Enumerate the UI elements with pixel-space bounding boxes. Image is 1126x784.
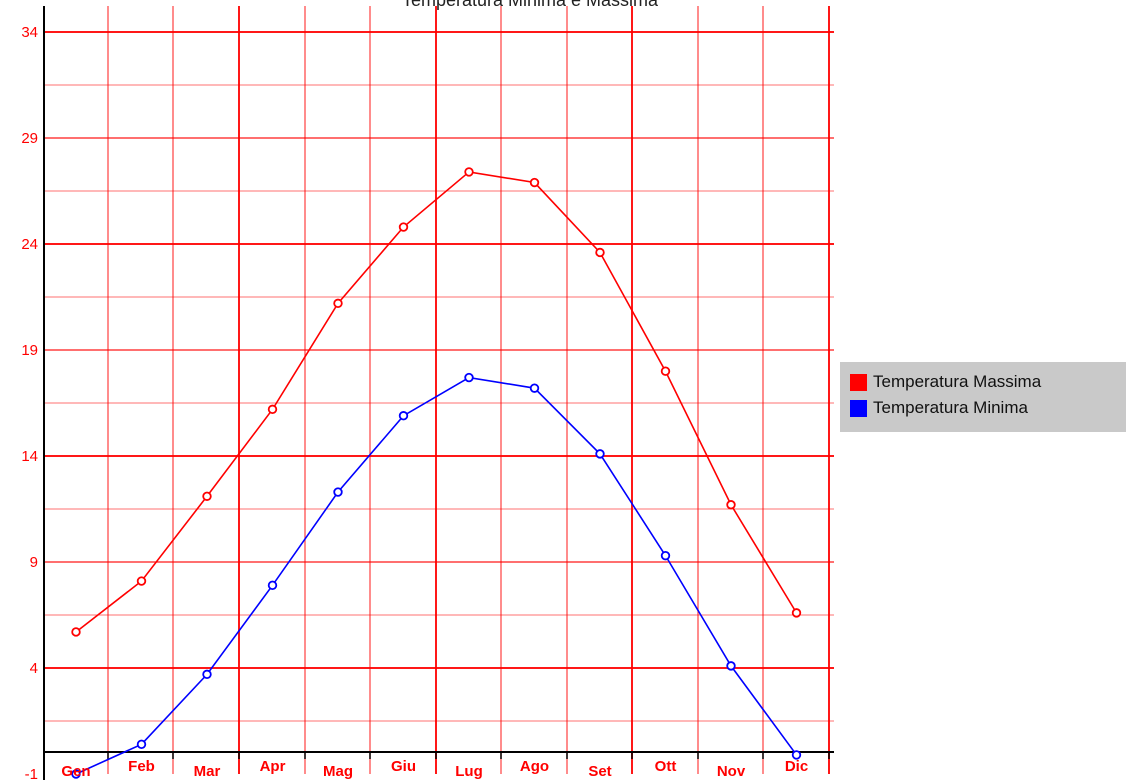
data-point-massima <box>791 608 802 618</box>
legend-label-minima: Temperatura Minima <box>873 398 1028 417</box>
data-point-massima <box>595 247 605 258</box>
y-tick-label: 14 <box>21 448 38 465</box>
y-tick-label: 4 <box>30 660 38 677</box>
x-tick-label: Lug <box>455 763 483 780</box>
data-point-minima <box>398 411 409 421</box>
data-point-massima <box>71 627 81 637</box>
data-point-minima <box>202 669 212 680</box>
x-tick-label: Mar <box>194 763 221 780</box>
data-point-minima <box>267 580 278 591</box>
legend: Temperatura Massima Temperatura Minima <box>840 362 1126 432</box>
x-tick-label: Dic <box>785 758 808 775</box>
data-point-massima <box>726 500 736 510</box>
legend-swatch-massima <box>850 373 867 391</box>
data-point-minima <box>660 550 671 561</box>
data-point-massima <box>398 222 409 232</box>
data-point-minima <box>791 750 802 760</box>
legend-item-massima: Temperatura Massima <box>850 372 1041 392</box>
data-point-massima <box>202 491 212 501</box>
x-tick-label: Feb <box>128 758 155 775</box>
x-tick-label: Gen <box>61 763 90 780</box>
legend-swatch-minima <box>850 399 867 417</box>
y-tick-label: 29 <box>21 130 38 147</box>
data-point-minima <box>529 383 540 393</box>
data-point-massima <box>529 177 540 188</box>
y-tick-label: 24 <box>21 236 38 253</box>
legend-item-minima: Temperatura Minima <box>850 398 1028 418</box>
data-point-massima <box>136 576 147 586</box>
x-tick-label: Apr <box>260 758 286 775</box>
y-tick-label: 9 <box>30 554 38 571</box>
data-point-minima <box>726 661 736 671</box>
x-tick-label: Giu <box>391 758 416 775</box>
series-line-massima <box>75 171 798 633</box>
y-tick-label: -1 <box>25 766 38 783</box>
data-point-minima <box>464 372 474 383</box>
x-tick-label: Ott <box>655 758 677 775</box>
data-point-massima <box>464 167 474 177</box>
x-tick-label: Set <box>588 763 611 780</box>
legend-label-massima: Temperatura Massima <box>873 372 1042 391</box>
data-point-minima <box>136 739 147 750</box>
y-tick-label: 19 <box>21 342 38 359</box>
tick-labels: -1 4 9 14 19 24 29 34 Gen Feb Mar Apr Mag Giu Lug Ago Se… <box>21 24 808 783</box>
data-point-minima <box>595 449 605 459</box>
x-tick-label: Nov <box>717 763 746 780</box>
data-point-minima <box>333 487 343 497</box>
grid <box>43 6 834 774</box>
series-line-minima <box>75 376 798 775</box>
y-tick-label: 34 <box>21 24 38 41</box>
series-layer <box>71 167 802 779</box>
x-tick-label: Mag <box>323 763 353 780</box>
data-point-massima <box>660 366 671 376</box>
chart-title: Temperatura Minima e Massima <box>401 0 659 10</box>
data-point-massima <box>333 298 343 309</box>
data-point-massima <box>267 404 278 415</box>
data-point-minima <box>71 769 81 779</box>
x-tick-label: Ago <box>520 758 549 775</box>
axes <box>43 6 834 780</box>
